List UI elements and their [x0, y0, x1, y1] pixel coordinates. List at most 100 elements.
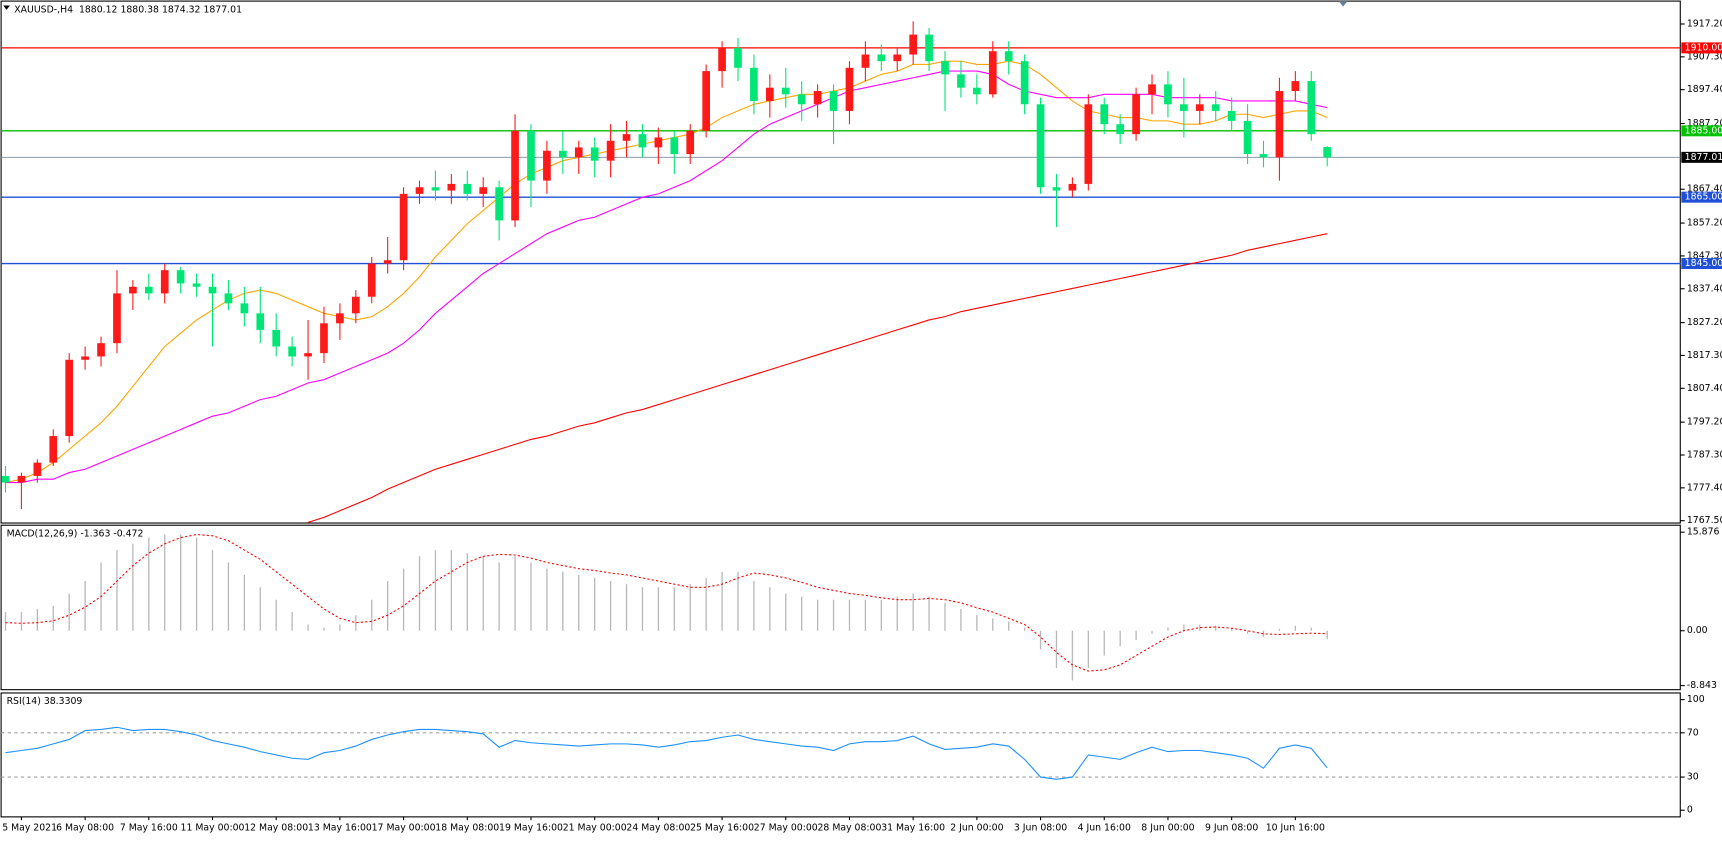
candle-body [734, 47, 742, 68]
candle-body [479, 187, 488, 194]
y-tick-label: 1797.20 [1687, 417, 1722, 428]
level-label: 1845.00 [1685, 258, 1722, 269]
x-tick-label: 17 May 00:00 [372, 822, 436, 833]
level-label: 1885.00 [1685, 125, 1722, 136]
candle-body [1020, 61, 1029, 105]
candle-body [590, 147, 599, 161]
macd-title: MACD(12,26,9) -1.363 -0.472 [7, 528, 144, 539]
candle-body [320, 323, 328, 354]
candle-body [33, 462, 42, 476]
macd-panel [0, 524, 1681, 691]
y-tick-label: 0 [1687, 805, 1693, 816]
candle-body [702, 71, 710, 131]
level-label-bg [1681, 125, 1722, 137]
candle-body [1164, 84, 1172, 105]
x-tick-label: 10 Jun 16:00 [1266, 822, 1325, 833]
x-tick-label: 5 May 2021 [2, 822, 57, 833]
chart-title: XAUUSD-,H4 1880.12 1880.38 1874.32 1877.… [14, 4, 242, 15]
candle-body [686, 130, 695, 155]
candle-body [17, 475, 26, 483]
candle-body [1100, 104, 1109, 125]
candle-body [399, 193, 408, 261]
y-tick-label: -8.843 [1687, 680, 1717, 691]
x-tick-label: 2 Jun 00:00 [950, 822, 1003, 833]
x-tick-label: 21 May 00:00 [563, 822, 627, 833]
candle-body [813, 91, 822, 105]
candle-body [49, 436, 58, 463]
candle-body [224, 293, 233, 304]
candle-body [304, 353, 312, 357]
candle-body [1211, 104, 1220, 111]
candle-body [81, 356, 89, 360]
x-tick-label: 28 May 08:00 [818, 822, 882, 833]
candle-body [447, 183, 456, 191]
candle-body [495, 187, 503, 221]
candle-body [1148, 84, 1156, 95]
candle-body [1084, 104, 1093, 184]
candle-body [1323, 147, 1332, 158]
candle-body [511, 130, 519, 221]
y-tick-label: 1837.40 [1687, 283, 1722, 294]
level-label-bg [1681, 191, 1722, 203]
last-price-label: 1877.01 [1685, 152, 1722, 163]
y-tick-label: 1847.30 [1687, 250, 1722, 261]
candle-body [176, 270, 185, 284]
candle-body [638, 134, 647, 148]
candle-body [543, 150, 551, 181]
candle-body [144, 286, 153, 294]
candle-body [1243, 120, 1252, 155]
level-label-bg [1681, 258, 1722, 270]
candle-body [973, 87, 981, 95]
x-tick-label: 12 May 08:00 [244, 822, 308, 833]
shift-marker [1338, 1, 1348, 7]
x-tick-label: 18 May 08:00 [435, 822, 499, 833]
x-tick-label: 3 Jun 08:00 [1014, 822, 1067, 833]
candle-body [160, 270, 169, 294]
candle-body [527, 130, 535, 181]
x-tick-label: 7 May 16:00 [120, 822, 178, 833]
candle-body [383, 260, 392, 264]
candle-body [367, 263, 376, 297]
candle-body [1, 475, 10, 483]
candle-body [654, 137, 663, 148]
candle-body [463, 183, 472, 194]
candle-body [957, 74, 965, 88]
candle-body [670, 137, 679, 155]
y-tick-label: 0.00 [1687, 625, 1708, 636]
candle-body [1227, 110, 1236, 121]
candle-body [1068, 183, 1077, 191]
candle-body [925, 34, 933, 62]
x-tick-label: 9 Jun 08:00 [1205, 822, 1258, 833]
candle-body [861, 54, 870, 68]
y-tick-label: 15.876 [1687, 527, 1720, 538]
x-tick-label: 31 May 16:00 [881, 822, 945, 833]
y-tick-label: 1857.20 [1687, 218, 1722, 229]
candle-body [909, 34, 918, 55]
candle-body [1116, 124, 1125, 135]
y-tick-label: 1767.50 [1687, 515, 1722, 526]
main-panel [0, 0, 1681, 524]
moving-average [307, 233, 1328, 523]
candle-body [750, 67, 758, 101]
menu-arrow [3, 5, 10, 10]
candle-body [129, 286, 137, 294]
candle-body [65, 359, 74, 437]
y-tick-label: 1897.40 [1687, 84, 1722, 95]
candle-body [1195, 104, 1204, 111]
x-tick-label: 11 May 00:00 [181, 822, 245, 833]
candle-body [1052, 187, 1061, 191]
candle-body [1004, 51, 1013, 62]
candle-body [1036, 104, 1045, 188]
candle-body [272, 329, 281, 347]
candle-body [1180, 104, 1188, 111]
level-label: 1865.00 [1685, 192, 1722, 203]
x-tick-label: 24 May 08:00 [626, 822, 690, 833]
candle-body [797, 94, 806, 105]
x-tick-label: 25 May 16:00 [690, 822, 754, 833]
candle-body [845, 67, 854, 111]
candle-body [766, 87, 774, 101]
candle-body [1259, 154, 1268, 158]
y-tick-label: 1867.40 [1687, 184, 1722, 195]
candle-body [208, 286, 217, 294]
